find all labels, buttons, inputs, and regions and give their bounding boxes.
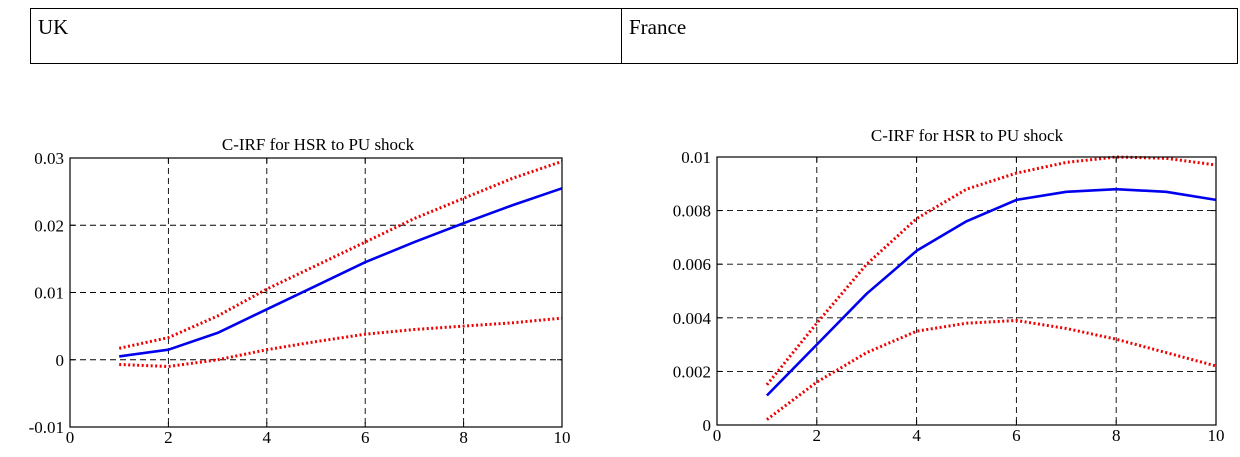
uk-x-tick-label: 10 <box>554 428 571 447</box>
uk-y-tick-label: -0.01 <box>29 418 64 437</box>
fr-y-tick-label: 0.004 <box>673 309 712 328</box>
fr-x-tick-label: 10 <box>1208 426 1225 445</box>
fr-y-tick-label: 0.008 <box>673 202 711 221</box>
uk-y-tick-label: 0 <box>56 351 65 370</box>
fr-irf-line <box>765 187 1217 397</box>
header-cell-france: France <box>629 15 687 39</box>
uk-irf-line <box>119 187 563 358</box>
uk-confidence-band-line-1 <box>118 159 563 350</box>
fr-x-tick-label: 4 <box>912 426 921 445</box>
fr-y-tick-label: 0.01 <box>681 148 711 167</box>
fr-x-tick-label: 0 <box>713 426 722 445</box>
uk-chart-title: C-IRF for HSR to PU shock <box>222 135 415 154</box>
fr-y-tick-label: 0.002 <box>673 362 711 381</box>
fr-y-tick-label: 0 <box>703 416 712 435</box>
uk-x-tick-label: 2 <box>164 428 173 447</box>
fr-plot-frame <box>716 156 1217 426</box>
uk-y-tick-label: 0.01 <box>34 284 64 303</box>
header-table: UK France <box>30 8 1238 64</box>
fr-confidence-band-line-2 <box>765 319 1217 421</box>
uk-x-tick-label: 8 <box>459 428 468 447</box>
uk-y-tick-label: 0.03 <box>34 149 64 168</box>
uk-y-tick-label: 0.02 <box>34 216 64 235</box>
fr-x-tick-label: 8 <box>1112 426 1121 445</box>
fr-confidence-band-line-1 <box>765 155 1217 386</box>
uk-x-tick-label: 0 <box>66 428 75 447</box>
fr-x-tick-label: 6 <box>1012 426 1021 445</box>
uk-x-tick-label: 4 <box>263 428 272 447</box>
fr-chart-title: C-IRF for HSR to PU shock <box>871 126 1064 145</box>
header-cell-uk: UK <box>31 9 622 63</box>
fr-x-tick-label: 2 <box>813 426 822 445</box>
fr-y-tick-label: 0.006 <box>673 255 711 274</box>
uk-x-tick-label: 6 <box>361 428 370 447</box>
